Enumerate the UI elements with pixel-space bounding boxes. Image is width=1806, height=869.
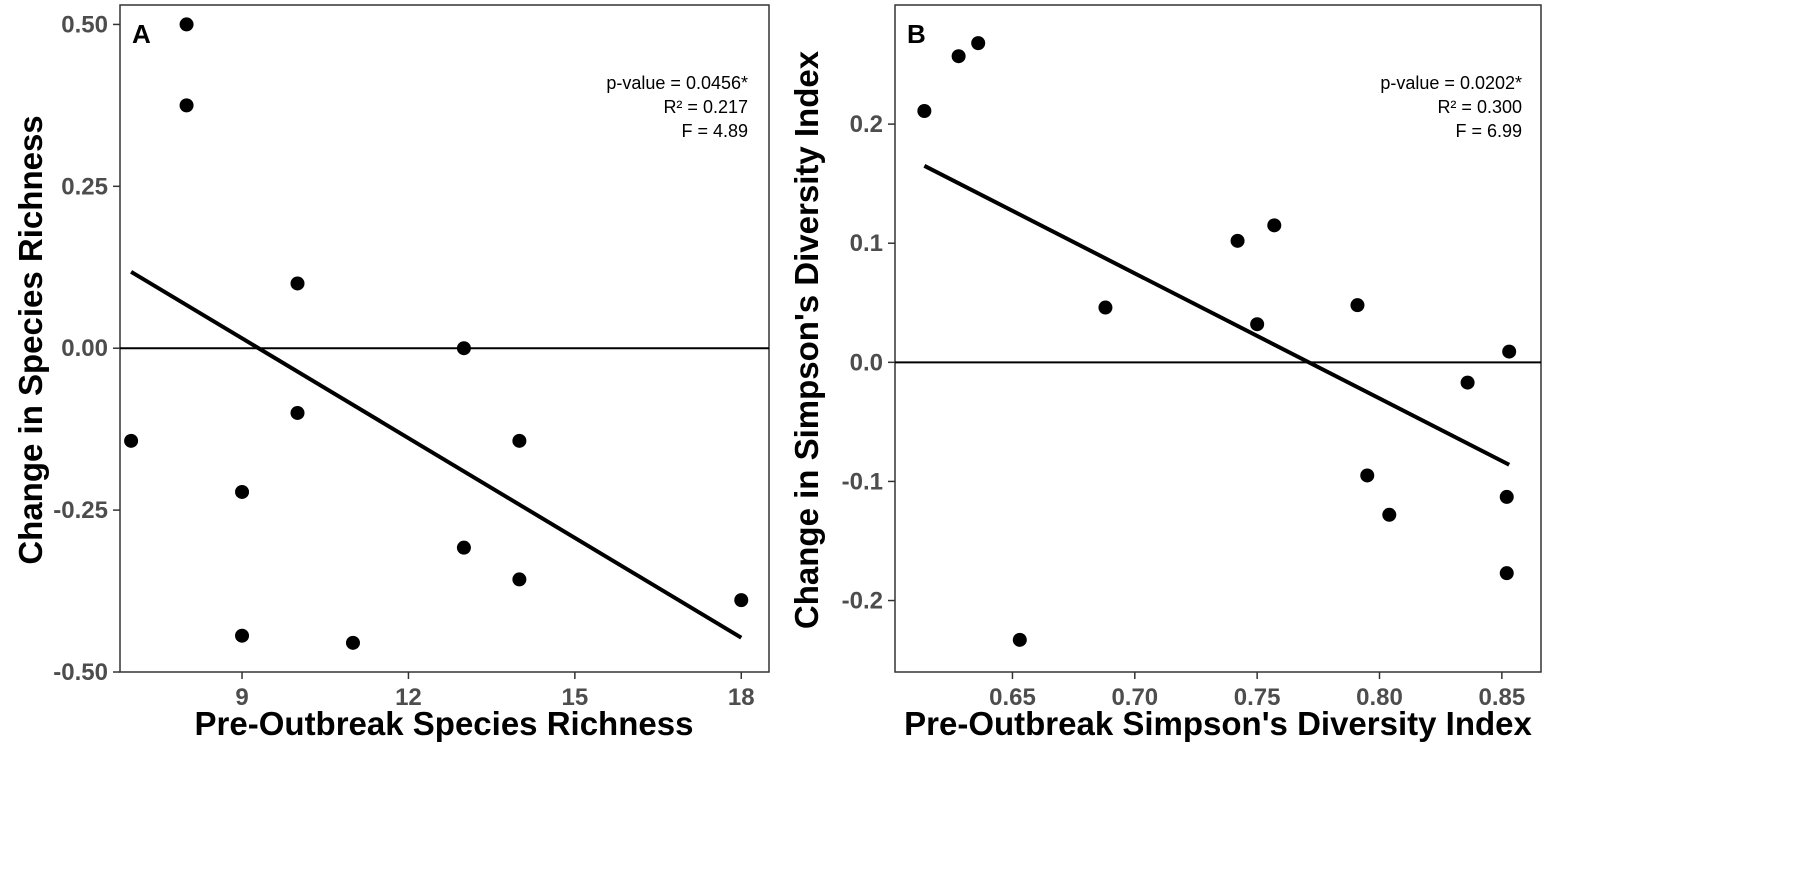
panel-b-x-axis-title: Pre-Outbreak Simpson's Diversity Index xyxy=(904,705,1532,742)
panel-a-y-tick-label: -0.25 xyxy=(53,497,108,524)
panel-a-data-point xyxy=(179,17,194,32)
panel-b-data-point xyxy=(1499,566,1514,581)
panel-a-data-point xyxy=(235,484,250,499)
panel-b-plot-border xyxy=(894,4,1542,673)
panel-b-data-point xyxy=(917,104,932,119)
panel-b-x-tick-label: 0.80 xyxy=(1356,684,1403,711)
panel-b-data-point xyxy=(1012,632,1027,647)
panel-b-y-tick-label: 0.1 xyxy=(850,230,883,257)
panel-a-data-point xyxy=(512,572,527,587)
panel-a-y-tick-label: 0.25 xyxy=(61,173,108,200)
panel-a-data-point xyxy=(235,628,250,643)
panel-a-plot-border xyxy=(119,4,770,673)
panel-a-data-point xyxy=(456,540,471,555)
panel-b-y-axis-title: Change in Simpson's Diversity Index xyxy=(788,50,825,629)
panel-b-x-tick-label: 0.75 xyxy=(1234,684,1281,711)
panel-b-y-tick-label: -0.1 xyxy=(842,468,883,495)
panel-a-y-tick-label: 0.50 xyxy=(61,11,108,38)
panel-b-x-tick-label: 0.85 xyxy=(1478,684,1525,711)
panel-a-x-tick-label: 18 xyxy=(728,684,755,711)
panel-b-x-ticks: 0.65 0.70 0.75 0.80 0.85 xyxy=(989,672,1525,711)
panel-b-data-point xyxy=(1382,507,1397,522)
panel-a-y-tick-label: 0.00 xyxy=(61,335,108,362)
panel-a-x-tick-label: 9 xyxy=(235,684,248,711)
panel-b-data-point xyxy=(1499,489,1514,504)
panel-b-points xyxy=(917,36,1517,647)
panel-a: 9 12 15 18 -0.50 -0.25 0.00 0.25 0.50 A p-value… xyxy=(12,4,770,742)
panel-b-data-point xyxy=(1360,468,1375,483)
panel-b-x-tick-label: 0.70 xyxy=(1111,684,1158,711)
panel-b-label: B xyxy=(907,19,926,49)
panel-b-data-point xyxy=(1230,233,1245,248)
panel-b-data-point xyxy=(1267,218,1282,233)
panel-b-x-tick-label: 0.65 xyxy=(989,684,1036,711)
panel-a-r-squared: R² = 0.217 xyxy=(663,97,748,117)
panel-a-data-point xyxy=(290,405,305,420)
panel-a-p-value: p-value = 0.0456* xyxy=(606,73,748,93)
panel-b-y-tick-label: -0.2 xyxy=(842,588,883,615)
panel-b-f-statistic: F = 6.99 xyxy=(1455,121,1522,141)
panel-a-label: A xyxy=(132,19,151,49)
panel-a-y-axis-title: Change in Species Richness xyxy=(12,115,49,564)
panel-a-x-axis-title: Pre-Outbreak Species Richness xyxy=(195,705,694,742)
panel-b-p-value: p-value = 0.0202* xyxy=(1380,73,1522,93)
panel-b-regression-line xyxy=(923,164,1511,467)
panel-b-r-squared: R² = 0.300 xyxy=(1437,97,1522,117)
panel-b-data-point xyxy=(1460,375,1475,390)
panel-a-data-point xyxy=(734,593,749,608)
panel-b-y-tick-label: 0.2 xyxy=(850,111,883,138)
panel-a-data-point xyxy=(456,341,471,356)
panel-b-data-point xyxy=(971,36,986,51)
panel-a-y-ticks: -0.50 -0.25 0.00 0.25 0.50 xyxy=(53,11,120,686)
panel-a-f-statistic: F = 4.89 xyxy=(681,121,748,141)
panel-a-x-ticks: 9 12 15 18 xyxy=(235,672,755,711)
panel-a-data-point xyxy=(512,433,527,448)
panel-a-data-point xyxy=(290,276,305,291)
panel-a-data-point xyxy=(345,635,360,650)
panel-a-stats: p-value = 0.0456* R² = 0.217 F = 4.89 xyxy=(606,73,748,141)
panel-a-data-point xyxy=(124,433,139,448)
panel-b-y-ticks: -0.2 -0.1 0.0 0.1 0.2 xyxy=(842,111,895,615)
panel-b: 0.65 0.70 0.75 0.80 0.85 -0.2 -0.1 0.0 0.1 0.2 B… xyxy=(788,4,1542,742)
panel-a-x-tick-label: 15 xyxy=(562,684,589,711)
panel-b-data-point xyxy=(1350,298,1365,313)
panel-b-data-point xyxy=(1502,344,1517,359)
panel-a-points xyxy=(124,17,749,650)
panel-a-x-tick-label: 12 xyxy=(395,684,422,711)
panel-b-data-point xyxy=(1098,300,1113,315)
panel-a-regression-line xyxy=(130,270,743,640)
panel-b-stats: p-value = 0.0202* R² = 0.300 F = 6.99 xyxy=(1380,73,1522,141)
panel-b-data-point xyxy=(1250,317,1265,332)
panel-b-data-point xyxy=(951,49,966,64)
panel-b-y-tick-label: 0.0 xyxy=(850,349,883,376)
panel-a-data-point xyxy=(179,98,194,113)
panel-a-y-tick-label: -0.50 xyxy=(53,659,108,686)
